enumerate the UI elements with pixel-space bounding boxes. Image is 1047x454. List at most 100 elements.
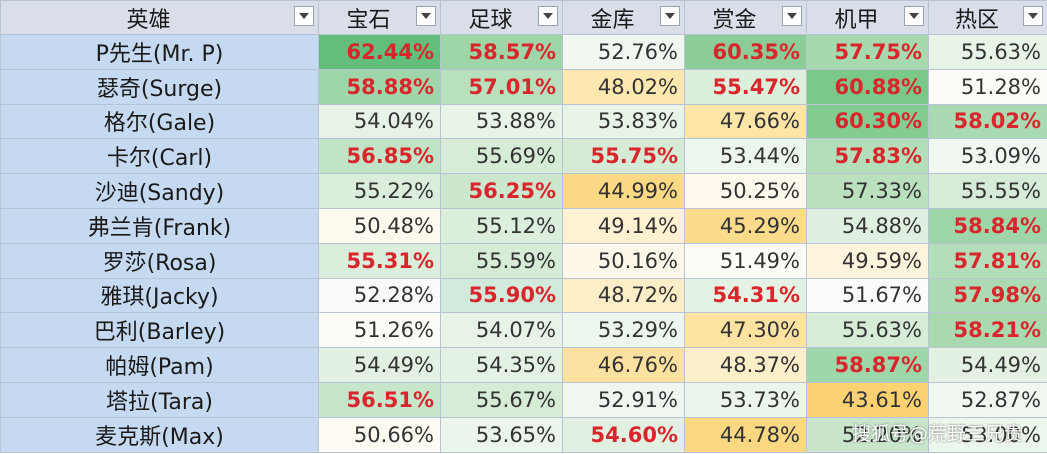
win-rate-cell[interactable]: 57.83%: [806, 138, 929, 175]
win-rate-cell[interactable]: 54.31%: [684, 277, 807, 314]
win-rate-cell[interactable]: 51.49%: [684, 242, 807, 279]
win-rate-cell[interactable]: 55.63%: [928, 34, 1047, 70]
win-rate-cell[interactable]: 47.66%: [684, 103, 807, 140]
win-rate-cell[interactable]: 55.59%: [440, 242, 563, 279]
column-header-mode: 足球: [440, 0, 563, 35]
column-header-mode: 宝石: [318, 0, 441, 35]
win-rate-cell[interactable]: 58.87%: [806, 347, 929, 383]
win-rate-cell[interactable]: 53.83%: [562, 103, 685, 140]
win-rate-cell[interactable]: 50.25%: [684, 173, 807, 209]
win-rate-cell[interactable]: 55.22%: [318, 173, 441, 209]
win-rate-cell[interactable]: 56.85%: [318, 138, 441, 175]
win-rate-cell[interactable]: 53.88%: [440, 103, 563, 140]
filter-dropdown-button[interactable]: [782, 6, 802, 26]
win-rate-cell[interactable]: 60.88%: [806, 68, 929, 105]
win-rate-cell[interactable]: 58.88%: [318, 68, 441, 105]
win-rate-cell[interactable]: 48.37%: [684, 347, 807, 383]
table-row: 罗莎(Rosa) 55.31% 55.59% 50.16% 51.49% 49.59% 57…: [0, 242, 1047, 279]
win-rate-cell[interactable]: 51.26%: [318, 312, 441, 349]
win-rate-cell[interactable]: 54.49%: [318, 347, 441, 383]
column-header-mode: 金库: [562, 0, 685, 35]
win-rate-cell[interactable]: 50.48%: [318, 207, 441, 244]
win-rate-cell[interactable]: 55.31%: [318, 242, 441, 279]
win-rate-cell[interactable]: 55.67%: [440, 381, 563, 418]
win-rate-cell[interactable]: 44.99%: [562, 173, 685, 209]
hero-name-cell[interactable]: 卡尔(Carl): [0, 138, 319, 175]
win-rate-cell[interactable]: 58.57%: [440, 34, 563, 70]
win-rate-cell[interactable]: 52.20%: [806, 416, 929, 453]
win-rate-cell[interactable]: 54.88%: [806, 207, 929, 244]
hero-name-cell[interactable]: 弗兰肯(Frank): [0, 207, 319, 244]
table-row: 塔拉(Tara) 56.51% 55.67% 52.91% 53.73% 43.61% 52…: [0, 381, 1047, 418]
win-rate-cell[interactable]: 54.60%: [562, 416, 685, 453]
win-rate-cell[interactable]: 57.33%: [806, 173, 929, 209]
win-rate-cell[interactable]: 45.29%: [684, 207, 807, 244]
filter-dropdown-button[interactable]: [1023, 6, 1043, 26]
filter-dropdown-button[interactable]: [538, 6, 558, 26]
win-rate-cell[interactable]: 47.30%: [684, 312, 807, 349]
win-rate-cell[interactable]: 53.09%: [928, 138, 1047, 175]
win-rate-cell[interactable]: 58.02%: [928, 103, 1047, 140]
hero-name-cell[interactable]: 麦克斯(Max): [0, 416, 319, 453]
hero-name-cell[interactable]: 巴利(Barley): [0, 312, 319, 349]
filter-dropdown-button[interactable]: [294, 6, 314, 26]
win-rate-cell[interactable]: 60.35%: [684, 34, 807, 70]
hero-name-cell[interactable]: P先生(Mr. P): [0, 34, 319, 70]
filter-dropdown-button[interactable]: [660, 6, 680, 26]
win-rate-cell[interactable]: 48.72%: [562, 277, 685, 314]
filter-dropdown-button[interactable]: [416, 6, 436, 26]
win-rate-cell[interactable]: 50.66%: [318, 416, 441, 453]
win-rate-cell[interactable]: 53.65%: [440, 416, 563, 453]
win-rate-cell[interactable]: 60.30%: [806, 103, 929, 140]
win-rate-cell[interactable]: 52.91%: [562, 381, 685, 418]
win-rate-cell[interactable]: 52.28%: [318, 277, 441, 314]
win-rate-cell[interactable]: 57.75%: [806, 34, 929, 70]
win-rate-cell[interactable]: 54.07%: [440, 312, 563, 349]
win-rate-cell[interactable]: 55.63%: [806, 312, 929, 349]
win-rate-cell[interactable]: 55.12%: [440, 207, 563, 244]
win-rate-cell[interactable]: 62.44%: [318, 34, 441, 70]
win-rate-cell[interactable]: 53.00%: [928, 416, 1047, 453]
win-rate-cell[interactable]: 55.55%: [928, 173, 1047, 209]
win-rate-cell[interactable]: 56.51%: [318, 381, 441, 418]
win-rate-cell[interactable]: 57.98%: [928, 277, 1047, 314]
win-rate-cell[interactable]: 55.75%: [562, 138, 685, 175]
win-rate-cell[interactable]: 57.81%: [928, 242, 1047, 279]
win-rate-cell[interactable]: 54.04%: [318, 103, 441, 140]
win-rate-cell[interactable]: 53.44%: [684, 138, 807, 175]
hero-name-cell[interactable]: 罗莎(Rosa): [0, 242, 319, 279]
win-rate-cell[interactable]: 44.78%: [684, 416, 807, 453]
win-rate-cell[interactable]: 55.69%: [440, 138, 563, 175]
win-rate-cell[interactable]: 55.90%: [440, 277, 563, 314]
win-rate-cell[interactable]: 49.59%: [806, 242, 929, 279]
win-rate-cell[interactable]: 52.76%: [562, 34, 685, 70]
hero-name-cell[interactable]: 沙迪(Sandy): [0, 173, 319, 209]
table-row: 卡尔(Carl) 56.85% 55.69% 55.75% 53.44% 57.83% 53…: [0, 138, 1047, 175]
win-rate-cell[interactable]: 51.28%: [928, 68, 1047, 105]
win-rate-cell[interactable]: 55.47%: [684, 68, 807, 105]
win-rate-cell[interactable]: 52.87%: [928, 381, 1047, 418]
win-rate-cell[interactable]: 49.14%: [562, 207, 685, 244]
hero-name-cell[interactable]: 雅琪(Jacky): [0, 277, 319, 314]
win-rate-cell[interactable]: 58.84%: [928, 207, 1047, 244]
win-rate-cell[interactable]: 53.73%: [684, 381, 807, 418]
win-rate-cell[interactable]: 58.21%: [928, 312, 1047, 349]
hero-name-cell[interactable]: 格尔(Gale): [0, 103, 319, 140]
table-row: 沙迪(Sandy) 55.22% 56.25% 44.99% 50.25% 57.33% 5…: [0, 173, 1047, 209]
win-rate-cell[interactable]: 57.01%: [440, 68, 563, 105]
win-rate-cell[interactable]: 53.29%: [562, 312, 685, 349]
hero-name-cell[interactable]: 塔拉(Tara): [0, 381, 319, 418]
win-rate-cell[interactable]: 48.02%: [562, 68, 685, 105]
win-rate-cell[interactable]: 56.25%: [440, 173, 563, 209]
win-rate-cell[interactable]: 51.67%: [806, 277, 929, 314]
win-rate-cell[interactable]: 46.76%: [562, 347, 685, 383]
hero-name-cell[interactable]: 帕姆(Pam): [0, 347, 319, 383]
win-rate-cell[interactable]: 54.49%: [928, 347, 1047, 383]
filter-dropdown-button[interactable]: [904, 6, 924, 26]
win-rate-cell[interactable]: 54.35%: [440, 347, 563, 383]
hero-name-cell[interactable]: 瑟奇(Surge): [0, 68, 319, 105]
win-rate-cell[interactable]: 43.61%: [806, 381, 929, 418]
table-row: 雅琪(Jacky) 52.28% 55.90% 48.72% 54.31% 51.67% 5…: [0, 277, 1047, 314]
win-rate-cell[interactable]: 50.16%: [562, 242, 685, 279]
